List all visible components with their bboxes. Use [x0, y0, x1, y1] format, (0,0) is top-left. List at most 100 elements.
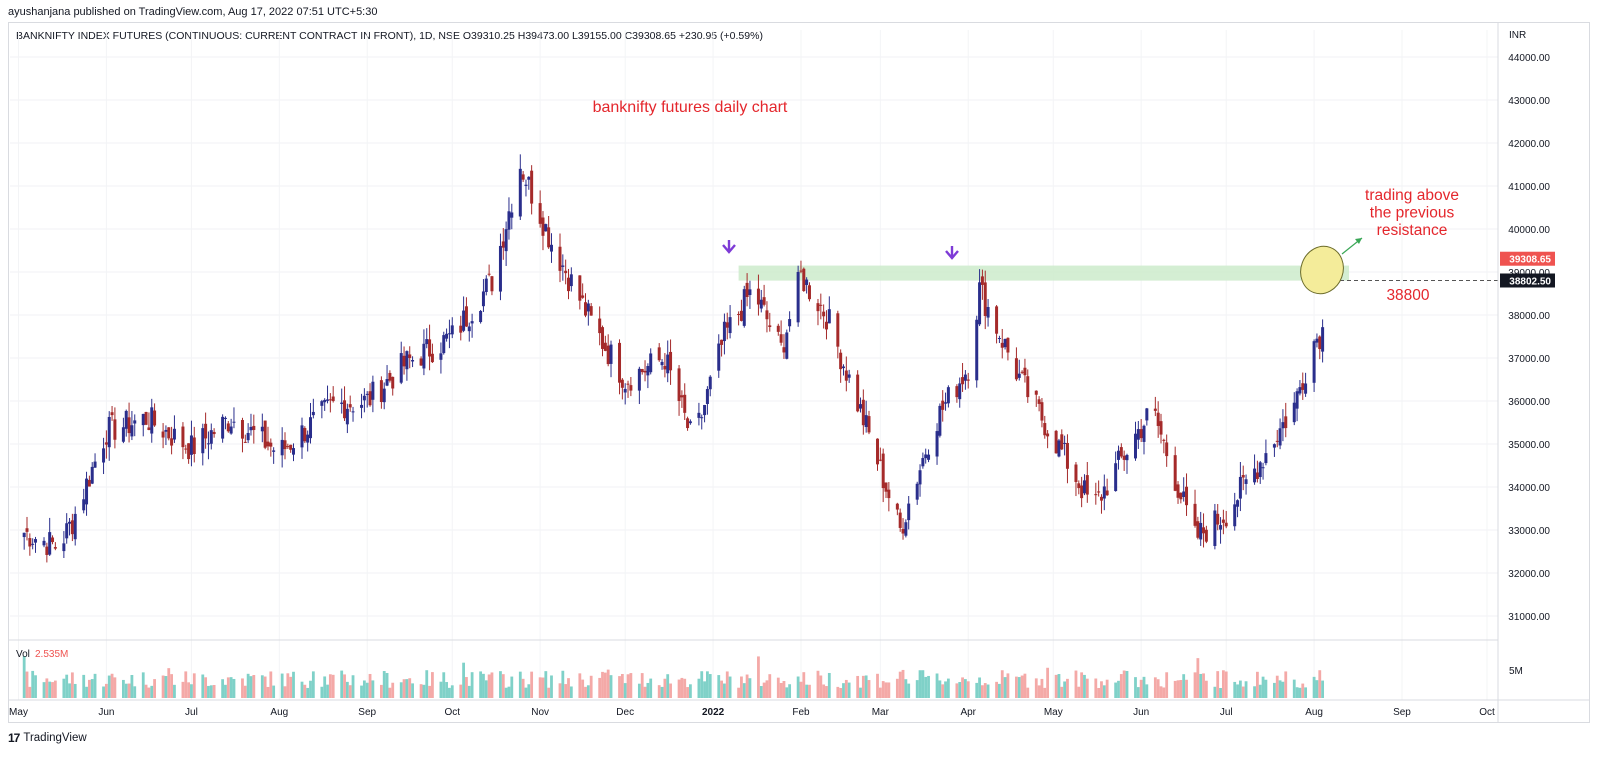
- volume-bar: [1105, 679, 1109, 698]
- candle-body: [263, 420, 267, 448]
- candle-body: [34, 539, 38, 543]
- volume-bar: [107, 675, 111, 698]
- volume-bar: [382, 671, 386, 698]
- volume-bar: [25, 671, 29, 698]
- volume-bar: [567, 678, 570, 698]
- candle-body: [187, 443, 191, 460]
- volume-bar: [1179, 679, 1183, 698]
- volume-bar: [941, 684, 945, 698]
- candle-body: [121, 427, 125, 442]
- volume-bar: [260, 675, 264, 698]
- candle-body: [484, 278, 488, 292]
- volume-label: Vol: [16, 649, 30, 660]
- candle-body: [311, 411, 315, 416]
- volume-bar: [173, 684, 176, 698]
- candle-body: [839, 352, 843, 370]
- volume-bar: [609, 675, 613, 698]
- volume-bar: [470, 672, 474, 698]
- volume-bar: [482, 673, 485, 698]
- time-tick-label: Sep: [358, 707, 376, 718]
- candle-body: [130, 425, 134, 437]
- volume-bar: [181, 681, 185, 698]
- candle-body: [1145, 408, 1149, 421]
- candle-body: [1264, 453, 1268, 464]
- candle-body: [1063, 442, 1067, 444]
- volume-bar: [365, 682, 369, 698]
- candle-body: [48, 532, 52, 555]
- candle-body: [530, 170, 534, 204]
- volume-bar: [720, 680, 723, 698]
- candle-body: [1102, 486, 1106, 499]
- volume-bar: [586, 685, 590, 698]
- candle-body: [1080, 485, 1084, 499]
- volume-bar: [411, 683, 414, 698]
- volume-bar: [1233, 681, 1237, 698]
- last-price-tag-bg: [1500, 251, 1555, 266]
- candle-body: [45, 546, 49, 555]
- volume-bar: [742, 683, 746, 698]
- volume-bar: [1094, 678, 1098, 698]
- candle-body: [1034, 390, 1038, 395]
- volume-bar: [1165, 672, 1169, 698]
- candle-body: [343, 400, 347, 419]
- volume-bar: [229, 677, 233, 698]
- volume-bar: [643, 686, 647, 698]
- candle-body: [1017, 373, 1021, 378]
- volume-bar: [785, 687, 789, 698]
- candle-body: [323, 399, 327, 403]
- footer-brand[interactable]: 17 TradingView: [8, 731, 87, 745]
- volume-bar: [351, 675, 355, 698]
- candle-body: [320, 401, 324, 406]
- candle-body: [1119, 447, 1123, 457]
- volume-bar: [907, 683, 911, 698]
- volume-bar: [48, 681, 52, 698]
- candle-body: [898, 512, 902, 528]
- candle-body: [1006, 337, 1010, 353]
- highlight-ellipse: [1300, 245, 1344, 295]
- candle-body: [1054, 430, 1058, 454]
- candle-body: [609, 344, 613, 364]
- volume-bar: [958, 682, 962, 698]
- volume-bar: [1244, 681, 1248, 698]
- candle-body: [402, 355, 406, 367]
- candle-body: [181, 426, 185, 448]
- candle-body: [490, 276, 494, 292]
- volume-bar: [226, 677, 230, 698]
- candle-body: [878, 459, 882, 461]
- volume-bar: [737, 687, 740, 698]
- time-tick-label: Sep: [1393, 707, 1411, 718]
- volume-bar: [221, 679, 225, 698]
- candle-body: [626, 383, 630, 385]
- candle-body: [598, 318, 602, 334]
- volume-bar: [133, 686, 137, 698]
- candle-body: [1238, 476, 1242, 499]
- candle-body: [836, 313, 840, 347]
- last-price-tag: 39308.65: [1509, 255, 1551, 266]
- candle-body: [963, 374, 967, 381]
- volume-bar: [524, 687, 528, 698]
- volume-bar: [827, 672, 831, 698]
- symbol-legend[interactable]: BANKNIFTY INDEX FUTURES (CONTINUOUS: CUR…: [16, 30, 763, 42]
- volume-bar: [62, 678, 66, 698]
- candle-body: [788, 319, 792, 327]
- candle-body: [1156, 412, 1160, 426]
- level-price-tag-bg: [1500, 273, 1555, 288]
- volume-bar: [725, 671, 729, 698]
- volume-bar: [946, 678, 950, 698]
- candle-body: [25, 528, 29, 532]
- volume-bar: [170, 674, 173, 698]
- volume-bar: [431, 672, 434, 698]
- time-tick-label: May: [9, 707, 28, 718]
- volume-bar: [1162, 687, 1166, 698]
- volume-bar: [450, 685, 454, 698]
- candle-body: [904, 522, 908, 536]
- volume-bar: [1125, 670, 1129, 698]
- price-tick-label: 36000.00: [1508, 397, 1550, 408]
- volume-bar: [723, 683, 726, 698]
- volume-bar: [212, 685, 216, 698]
- candle-body: [762, 297, 766, 305]
- candle-body: [603, 342, 607, 351]
- volume-bar: [300, 681, 304, 698]
- candle-body: [326, 399, 330, 401]
